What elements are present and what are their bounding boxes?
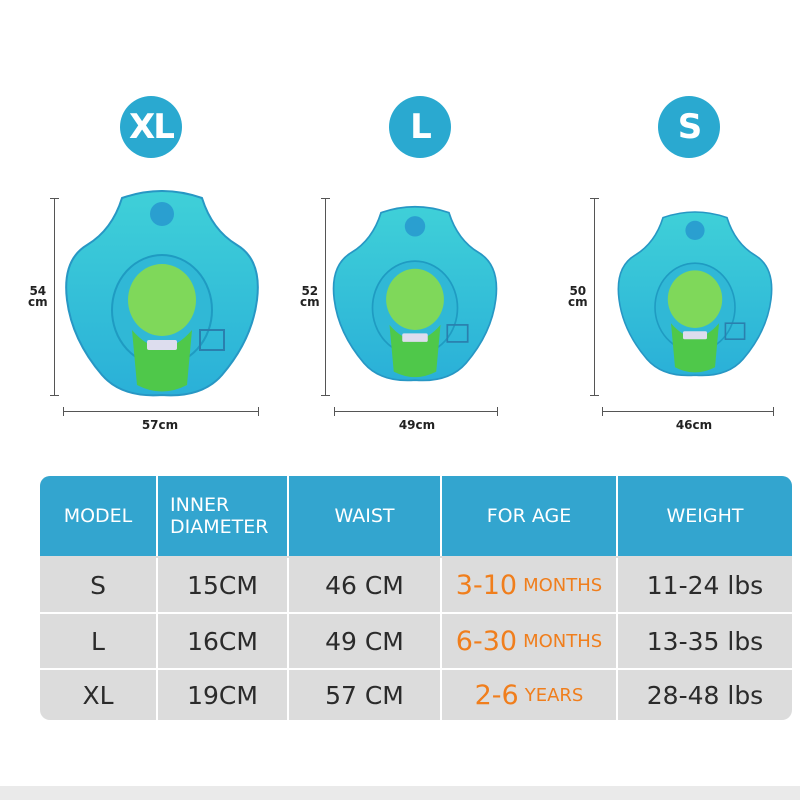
row-divider	[40, 668, 792, 670]
cell-age: 3-10 MONTHS	[442, 558, 618, 612]
cell-waist: 46 CM	[289, 558, 442, 612]
height-dimension-l	[321, 198, 330, 396]
cell-inner-diameter: 15CM	[158, 558, 289, 612]
row-divider	[40, 612, 792, 614]
cell-weight: 11-24 lbs	[646, 570, 764, 600]
size-badge-l: L	[389, 96, 451, 158]
size-badge-s: S	[658, 96, 720, 158]
table-row: XL 19CM 57 CM 2-6 YEARS 28-48 lbs	[40, 668, 792, 720]
width-dimension-xl	[63, 407, 259, 416]
table-row: S 15CM 46 CM 3-10 MONTHS 11-24 lbs	[40, 558, 792, 612]
bottom-band	[0, 786, 800, 800]
header-model: MODEL	[40, 476, 158, 556]
header-inner-diameter: INNER DIAMETER	[158, 476, 289, 556]
cell-model: S	[40, 558, 158, 612]
size-badge-xl: XL	[120, 96, 182, 158]
swim-float-l-image	[332, 205, 498, 382]
cell-weight: 28-48 lbs	[646, 680, 764, 710]
header-waist: WAIST	[289, 476, 442, 556]
height-dimension-xl	[50, 198, 59, 396]
table-header: MODEL INNER DIAMETER WAIST FOR AGE WEIGHT	[40, 476, 792, 556]
cell-inner-diameter: 19CM	[158, 668, 289, 720]
width-dimension-l	[334, 407, 498, 416]
swim-float-xl-image	[65, 190, 259, 397]
width-label-l: 49cm	[398, 418, 436, 432]
table-row: L 16CM 49 CM 6-30 MONTHS 13-35 lbs	[40, 614, 792, 668]
swim-float-s-image	[617, 211, 773, 377]
cell-model: XL	[40, 668, 158, 720]
height-label-xl: 54 cm	[28, 284, 48, 309]
cell-inner-diameter: 16CM	[158, 614, 289, 668]
size-chart-table: MODEL INNER DIAMETER WAIST FOR AGE WEIGHT…	[40, 476, 792, 720]
width-dimension-s	[602, 407, 774, 416]
cell-weight: 13-35 lbs	[646, 626, 764, 656]
height-dimension-s	[590, 198, 599, 396]
cell-age: 2-6 YEARS	[442, 668, 618, 720]
width-label-xl: 57cm	[141, 418, 179, 432]
height-label-s: 50 cm	[568, 284, 588, 309]
cell-model: L	[40, 614, 158, 668]
cell-age: 6-30 MONTHS	[442, 614, 618, 668]
header-for-age: FOR AGE	[442, 476, 618, 556]
header-weight: WEIGHT	[666, 505, 744, 527]
width-label-s: 46cm	[675, 418, 713, 432]
height-label-l: 52 cm	[300, 284, 320, 309]
cell-waist: 57 CM	[289, 668, 442, 720]
cell-waist: 49 CM	[289, 614, 442, 668]
